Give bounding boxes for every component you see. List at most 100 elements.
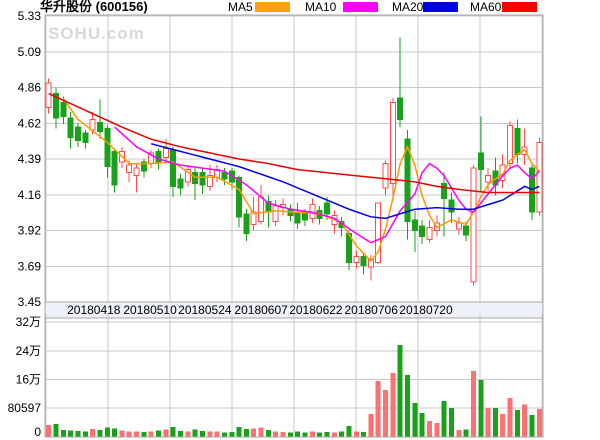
candle-body [206, 175, 213, 187]
candle-body [272, 205, 279, 222]
volume-bar [280, 431, 286, 437]
volume-bar [236, 426, 242, 437]
volume-bar [492, 407, 498, 437]
volume-bar [456, 430, 462, 437]
price-tick-label: 4.39 [18, 152, 42, 166]
candle-body [170, 149, 177, 187]
volume-bar [97, 430, 103, 437]
candle-body [514, 128, 521, 155]
candle-body [470, 167, 477, 283]
price-tick-label: 4.62 [18, 116, 42, 130]
volume-bar [251, 428, 257, 437]
candle-body [52, 93, 59, 119]
volume-bar [500, 414, 506, 437]
candle-body [199, 172, 206, 186]
date-label: 20180418 [67, 303, 121, 317]
candle-body [177, 178, 184, 189]
volume-bar [207, 431, 213, 437]
candle-body [96, 121, 103, 133]
volume-bar [346, 426, 352, 437]
candle-body [82, 132, 89, 143]
price-tick-label: 3.69 [18, 259, 42, 273]
volume-bar [112, 428, 118, 437]
price-tick-label: 4.86 [18, 81, 42, 95]
volume-bar [317, 432, 323, 437]
candle-body [455, 222, 462, 230]
candle-body [536, 141, 543, 213]
volume-bar [536, 408, 542, 437]
candle-body [375, 202, 382, 263]
candle-body [507, 125, 514, 165]
volume-bar [60, 429, 66, 437]
candle-body [411, 219, 418, 231]
volume-bar [141, 431, 147, 437]
volume-tick-label: 32万 [16, 315, 41, 329]
volume-bar [426, 420, 432, 437]
candle-body [67, 117, 74, 139]
candle-body [382, 163, 389, 189]
legend-swatch-ma5 [255, 2, 290, 12]
candle-body [162, 147, 169, 158]
volume-bar [265, 430, 271, 437]
volume-bar [170, 426, 176, 437]
volume-bar [375, 380, 381, 437]
sohu-watermark: SOHU.com [48, 24, 145, 43]
candle-body [133, 167, 140, 177]
volume-bar [302, 432, 308, 437]
volume-bar [46, 424, 52, 437]
volume-bar [258, 427, 264, 437]
volume-bar [199, 430, 205, 437]
volume-bar [148, 431, 154, 437]
date-label: 20180622 [289, 303, 343, 317]
volume-bar [478, 379, 484, 437]
candle-body [485, 175, 492, 183]
volume-bar [53, 424, 59, 437]
volume-bar [295, 431, 301, 437]
volume-bar [192, 429, 198, 437]
legend-label-ma60: MA60 [470, 0, 502, 14]
candle-body [250, 211, 257, 225]
candle-body [221, 172, 228, 180]
date-label: 20180706 [344, 303, 398, 317]
volume-bar [75, 430, 81, 437]
volume-bar [390, 373, 396, 437]
candle-body [126, 164, 133, 174]
candle-body [243, 213, 250, 235]
candle-body [448, 199, 455, 213]
volume-bar [522, 404, 528, 437]
volume-bar [273, 431, 279, 437]
legend-swatch-ma10 [343, 2, 378, 12]
volume-bar [185, 431, 191, 437]
volume-bar [163, 429, 169, 437]
volume-bar [397, 345, 403, 437]
volume-tick-label: 24万 [16, 344, 41, 358]
candle-body [353, 255, 360, 263]
volume-bar [324, 431, 330, 437]
volume-bar [331, 432, 337, 437]
candle-body [60, 102, 67, 117]
volume-bar [353, 431, 359, 437]
volume-bar [405, 375, 411, 437]
stock-title: 华升股份 (600156) [40, 0, 148, 14]
candle-body [74, 126, 81, 142]
candle-body [463, 225, 470, 236]
price-tick-label: 4.16 [18, 188, 42, 202]
volume-bar [529, 415, 535, 437]
candle-body [419, 225, 426, 238]
candle-body [360, 255, 367, 266]
volume-bar [412, 402, 418, 437]
volume-bar [434, 422, 440, 437]
volume-bar [441, 401, 447, 437]
legend-label-ma5: MA5 [228, 0, 253, 14]
candle-body [104, 128, 111, 168]
volume-bar [229, 431, 235, 437]
volume-bar [126, 431, 132, 437]
plot-border [44, 14, 544, 438]
volume-tick-label: 16万 [16, 373, 41, 387]
legend-swatch-ma60 [502, 2, 537, 12]
volume-bar [339, 431, 345, 437]
ma10-line [114, 126, 540, 244]
candle-body [397, 97, 404, 120]
candle-body [441, 182, 448, 200]
candle-body [477, 152, 484, 171]
